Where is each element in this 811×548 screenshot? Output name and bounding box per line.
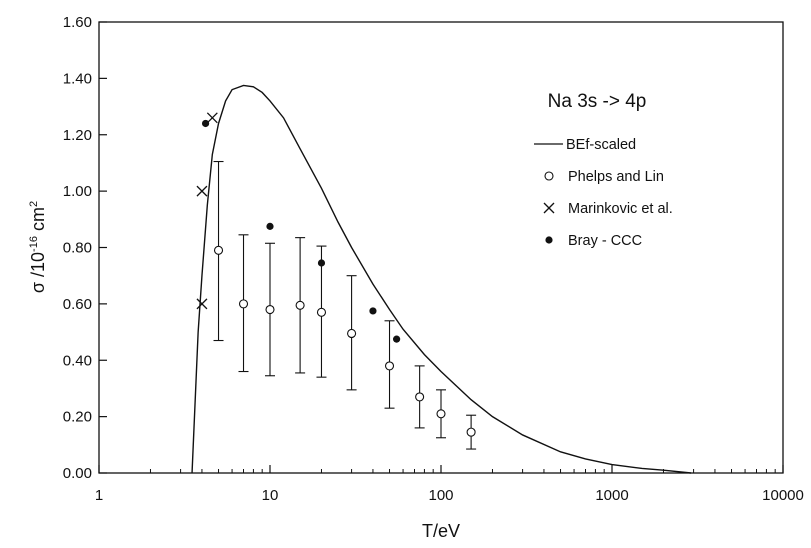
series-bray-ccc — [201, 119, 401, 343]
cross-marker — [196, 298, 208, 310]
x-tick-label: 1 — [95, 487, 103, 504]
y-tick-label: 0.00 — [63, 465, 92, 482]
open-circle-marker — [347, 328, 357, 339]
open-circle-marker — [436, 409, 446, 419]
cross-stroke — [196, 185, 208, 197]
legend-label: Phelps and Lin — [568, 169, 664, 185]
legend-label: Bray - CCC — [568, 233, 642, 249]
cross-marker — [196, 185, 208, 197]
series-bef-scaled — [191, 84, 692, 474]
filled-circle-marker — [393, 335, 401, 343]
filled-circle-marker — [369, 307, 377, 315]
y-tick-label: 0.20 — [63, 409, 92, 426]
y-tick-label: 0.60 — [63, 296, 92, 313]
cross-stroke — [206, 112, 218, 124]
y-tick-label: 1.60 — [63, 14, 92, 31]
filled-circle-marker — [317, 259, 326, 267]
x-tick-label: 10000 — [762, 487, 804, 504]
open-circle-marker — [213, 245, 224, 255]
cross-stroke — [543, 202, 555, 214]
open-circle-marker — [466, 427, 476, 437]
x-axis-ticks: 1 10 100 1000 10000 — [95, 465, 804, 504]
legend-label: BEf-scaled — [566, 137, 636, 153]
series-marinkovic-et-al- — [196, 112, 218, 310]
filled-circle-marker — [201, 119, 210, 128]
y-tick-label: 0.80 — [63, 240, 92, 257]
y-axis-ticks: 0.00 0.20 0.40 0.60 0.80 1.00 1.20 1.40 1.60 — [63, 14, 107, 482]
x-tick-label: 10 — [262, 487, 279, 504]
bef-scaled-curve — [191, 84, 692, 474]
open-circle-marker — [295, 300, 305, 310]
cross-marker — [543, 202, 555, 214]
open-circle-marker — [238, 299, 249, 309]
cross-stroke — [196, 298, 208, 310]
open-circle-marker — [384, 361, 395, 371]
open-circle-marker — [544, 171, 554, 181]
cross-marker — [206, 112, 218, 124]
y-tick-label: 1.40 — [63, 70, 92, 87]
x-tick-label: 1000 — [595, 487, 628, 504]
chart-title: Na 3s -> 4p — [548, 91, 647, 112]
legend: BEf-scaled Phelps and Lin Marinkovic et al… — [534, 137, 673, 249]
y-tick-label: 1.00 — [63, 183, 92, 200]
open-circle-marker — [316, 307, 327, 317]
y-axis-label: σ /10-16 cm2 — [28, 201, 48, 293]
y-tick-label: 0.40 — [63, 352, 92, 369]
x-tick-label: 100 — [428, 487, 453, 504]
open-circle-marker — [265, 304, 275, 315]
x-axis-label: T/eV — [422, 521, 460, 541]
y-tick-label: 1.20 — [63, 127, 92, 144]
filled-circle-marker — [266, 222, 274, 230]
filled-circle-marker — [545, 236, 553, 244]
series-phelps-and-lin — [213, 160, 477, 450]
open-circle-marker — [415, 392, 425, 402]
series-layer — [191, 84, 692, 474]
legend-label: Marinkovic et al. — [568, 201, 673, 217]
